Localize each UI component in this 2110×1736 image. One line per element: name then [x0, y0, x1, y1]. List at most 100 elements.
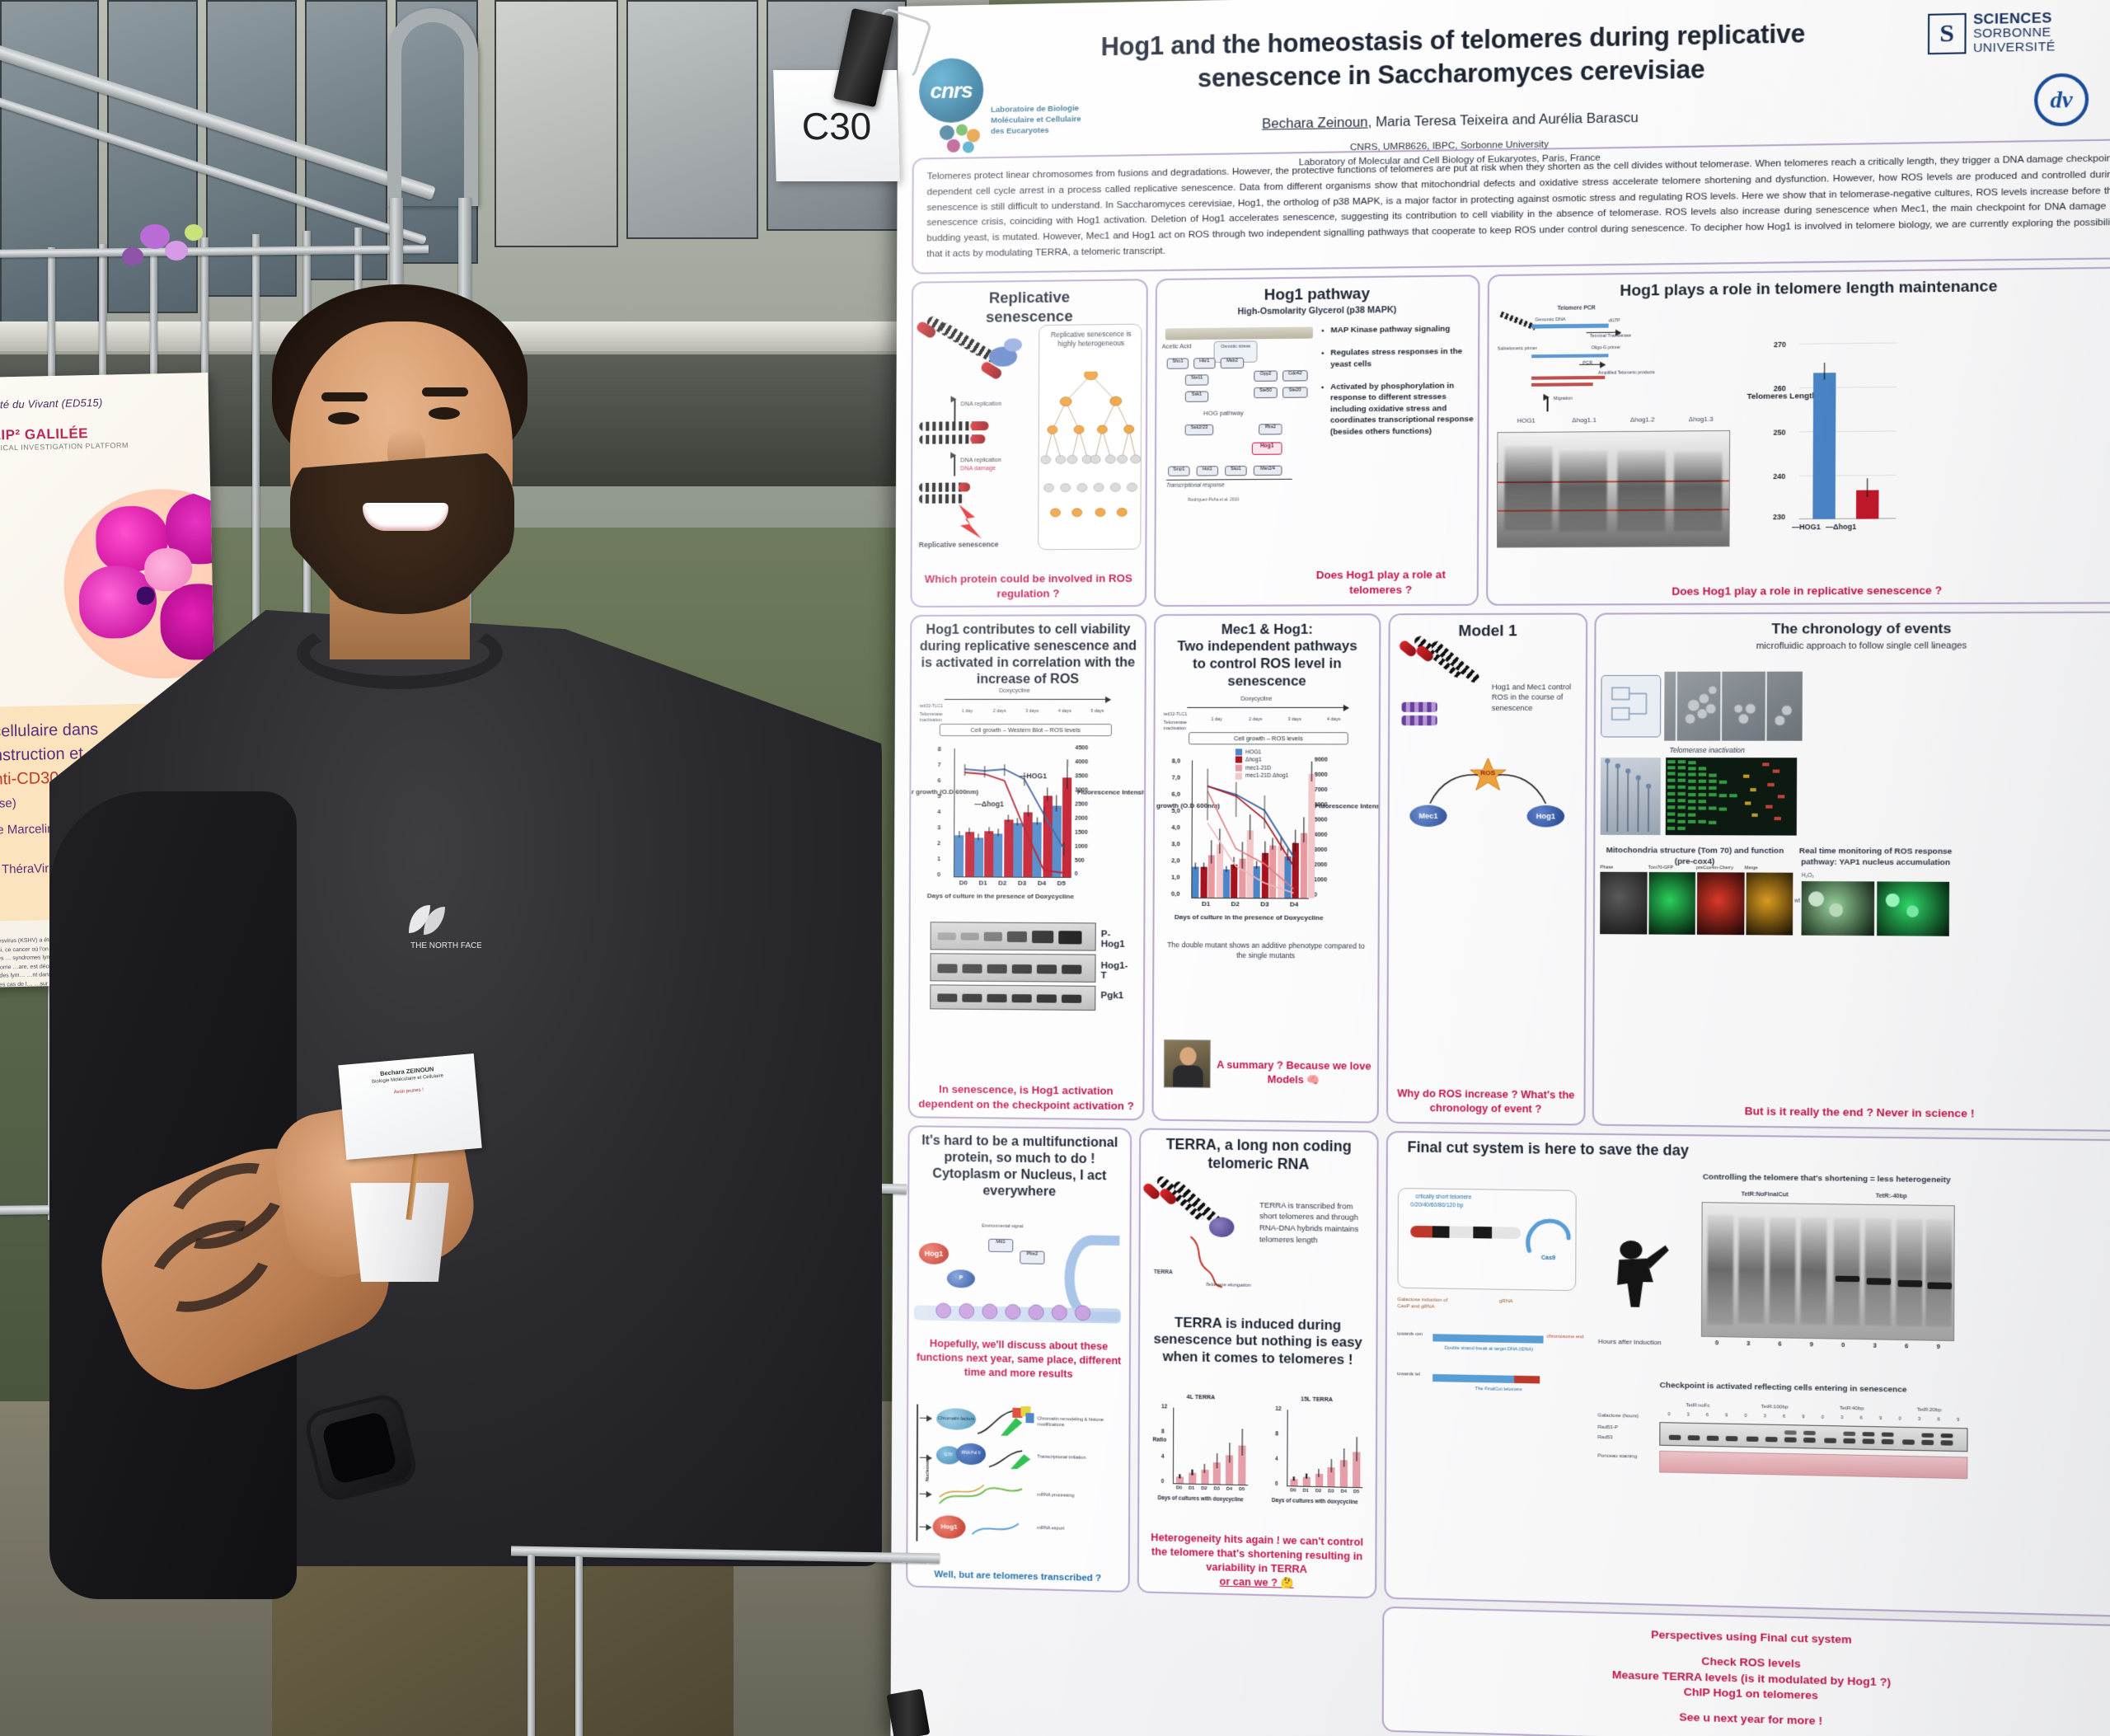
panel-subtitle-hog1-pathway: High-Osmolarity Glycerol (p38 MAPK) — [1237, 304, 1397, 317]
person-tshirt-collar — [297, 617, 503, 689]
perspectives-item-3: ChIP Hog1 on telomeres — [1683, 1685, 1819, 1702]
conclusion-multifunctional: Hopefully, we'll discuss about these fun… — [916, 1337, 1122, 1380]
perspectives-footer: See u next year for more ! — [1679, 1710, 1823, 1728]
panel-title-hog1-pathway: Hog1 pathway — [1264, 284, 1371, 303]
coffee-cup — [350, 1183, 449, 1282]
gel-lane-labels: HOG1 Δhog1.1 Δhog1.2 Δhog1.3 — [1517, 415, 1714, 425]
mitochondria-microscopy-row — [1600, 871, 1794, 936]
rad53-blot-image — [1659, 1421, 1968, 1452]
yap1-microscopy-row — [1801, 880, 1950, 936]
bullet-2: • Regulates stress responses in the yeas… — [1321, 347, 1463, 369]
footer-multifunctional: Well, but are telomeres transcribed ? — [934, 1569, 1102, 1584]
caption-heterogeneous: Replicative senescence is highly heterog… — [1051, 329, 1132, 348]
sorbonne-logo: S SCIENCES SORBONNE UNIVERSITÉ — [1927, 6, 2110, 59]
terra-diagram: TERRA Telomere elongation — [1141, 1174, 1254, 1299]
conclusion-chronology: But is it really the end ? Never in scie… — [1744, 1104, 1975, 1120]
sorbonne-mark-icon: S — [1927, 12, 1967, 55]
chart-terra-15L: 15L TERRA 12 8 4 0 — [1261, 1396, 1370, 1521]
panel-title-final-cut: Final cut system is here to save the day — [1407, 1138, 1690, 1159]
panel-model-1: Model 1 Hog1 and Mec1 control ROS in the… — [1386, 612, 1588, 1126]
panel-subtitle-chronology: microfluidic approach to follow single c… — [1756, 640, 1967, 652]
person-presenter: THE NORTH FACE Bechara ZEINOUN Biologie … — [0, 165, 923, 1736]
blot-label-phog1: P-Hog1 — [1100, 929, 1125, 950]
bullet-3: • Activated by phosphorylation in respon… — [1320, 381, 1474, 437]
heterogeneity-lineage-tree: Replicative senescence is highly heterog… — [1038, 323, 1142, 550]
person-pants — [272, 1558, 734, 1736]
presenting-author: Bechara Zeinoun — [1262, 114, 1368, 132]
panel-mec1-hog1: Mec1 & Hog1: Two independent pathways to… — [1151, 612, 1381, 1124]
cell-lineage-diagram — [1600, 757, 1661, 835]
poster-authors: Bechara Zeinoun, Maria Teresa Teixeira a… — [1088, 107, 1818, 135]
conclusion-model-1: Why do ROS increase ? What's the chronol… — [1397, 1086, 1575, 1115]
poster-title-block: Hog1 and the homeostasis of telomeres du… — [1088, 16, 1819, 174]
blot-label-pgk1: Pgk1 — [1100, 990, 1124, 1001]
note-additive-phenotype: The double mutant shows an additive phen… — [1167, 940, 1365, 960]
kymograph-image — [1665, 757, 1798, 836]
panel-multifunctional: It's hard to be a multifunctional protei… — [906, 1124, 1132, 1593]
svg-text:THE NORTH FACE: THE NORTH FACE — [410, 941, 481, 950]
hog1-pathway-diagram: Acetic Acid Osmotic stress Sho1 Hkr1 Msb… — [1160, 318, 1320, 561]
finalcut-construct-scheme: crtically short telomere 0/20/40/60/80/1… — [1397, 1187, 1577, 1291]
panel-cell-viability: Hog1 contributes to cell viability durin… — [907, 613, 1147, 1121]
label-dna-replication-1: DNA replication — [960, 399, 1002, 407]
presenter-photo-small — [1163, 1039, 1211, 1088]
person-eye-left — [328, 412, 359, 425]
node-hog1-nucleus: Hog1 — [932, 1514, 966, 1539]
development-journal-logo: dv — [2033, 73, 2089, 127]
model-nodes: Mec1 ROS Hog1 — [1400, 753, 1578, 841]
person-eye-right — [429, 407, 460, 420]
terra-side-text: TERRA is transcribed from short telomere… — [1259, 1199, 1359, 1245]
chart-legend-dhog1: —Δhog1 — [1825, 522, 1857, 531]
panel-title-terra: TERRA, a long non coding telomeric RNA — [1165, 1135, 1352, 1172]
label-dna-damage: DNA damage — [960, 463, 996, 472]
panel-hog1-pathway: Hog1 pathway High-Osmolarity Glycerol (p… — [1154, 274, 1480, 607]
chart-viability-ros-hog1: Cellular growth (O.D 600nm) Fluorescence… — [907, 744, 1147, 900]
chart-xlabel-viability: Days of culture in the presence of Doxyc… — [926, 891, 1075, 900]
conclusion-mec1-hog1: A summary ? Because we love Models 🧠 — [1217, 1058, 1372, 1086]
poster-row-4: Perspectives using Final cut system Chec… — [906, 1594, 2110, 1736]
label-telomerase-inactivation: Telomerase inactivation — [1669, 745, 1746, 754]
blot-title-checkpoint: Checkpoint is activated reflecting cells… — [1659, 1380, 1907, 1395]
panel-replicative-senescence: Replicative senescence DNA replication — [910, 278, 1148, 608]
conclusion-hog1-pathway: Does Hog1 play a role at telomeres ? — [1315, 568, 1446, 597]
panel-final-cut: Final cut system is here to save the day… — [1384, 1130, 2110, 1617]
model-chromosome-icon — [1396, 634, 1490, 739]
scientific-poster: cnrs Laboratoire de Biologie Moléculaire… — [890, 0, 2110, 1736]
poster-row-1: Replicative senescence DNA replication — [910, 266, 2110, 608]
poster-row-3: It's hard to be a multifunctional protei… — [906, 1124, 2110, 1617]
label-dna-replication-2: DNA replication — [960, 455, 1001, 464]
person-eyebrow-right — [422, 387, 468, 396]
telomere-pcr-scheme: Telomere PCR Genomic DNA dGTP Terminal T… — [1498, 304, 1669, 415]
chart-telomere-length: Telomeres Length (bp) 270 260 250 240 23… — [1742, 310, 1906, 548]
western-blot-panel: P-Hog1 Hog1-T Pgk1 — [930, 921, 1128, 1014]
poster-header: cnrs Laboratoire de Biologie Moléculaire… — [912, 0, 2110, 168]
panel-chronology: The chronology of events microfluidic ap… — [1592, 611, 2110, 1132]
panel-perspectives: Perspectives using Final cut system Chec… — [1381, 1606, 2110, 1736]
yap1-title: Real time monitoring of ROS response pat… — [1798, 846, 1953, 868]
person-mouth — [363, 503, 448, 531]
telomere-pcr-gel-image — [1496, 429, 1731, 548]
panel-title-chronology: The chronology of events — [1771, 620, 1952, 637]
panel-title-cell-viability: Hog1 contributes to cell viability durin… — [919, 622, 1137, 687]
panel-title-telomere-length: Hog1 plays a role in telomere length mai… — [1620, 276, 1998, 299]
coauthors: , Maria Teresa Teixeira and Aurélia Bara… — [1367, 110, 1639, 130]
board-number-text: C30 — [801, 104, 872, 148]
ponceau-staining-image — [1659, 1450, 1968, 1479]
conclusion-terra: Heterogeneity hits again ! we can't cont… — [1151, 1531, 1364, 1575]
panel-title-replicative-senescence: Replicative senescence — [986, 288, 1073, 326]
cnrs-logo: cnrs — [918, 57, 984, 124]
finalcut-induction-scheme: Galactose induction of CasP and gRNA gRN… — [1396, 1297, 1584, 1392]
chart-legend-hog1: —HOG1 — [1792, 522, 1821, 532]
legend-hog1-line: —HOG1 — [1019, 771, 1047, 781]
replicative-senescence-scheme: DNA replication DNA replication DNA dama… — [915, 314, 1043, 551]
conclusion-replicative-senescence: Which protein could be involved in ROS r… — [924, 571, 1132, 600]
microfluidic-chip-icon — [1601, 674, 1662, 738]
lab-logo-icon — [937, 122, 983, 156]
chart-mec1-hog1-ros: Cellular growth (O.D 600nm) Fluorescence… — [1151, 748, 1381, 922]
legend-dhog1-line: —Δhog1 — [974, 799, 1004, 809]
poster-row-2: Hog1 contributes to cell viability durin… — [907, 611, 2110, 1132]
panel-telomere-length: Hog1 plays a role in telomere length mai… — [1486, 266, 2110, 606]
north-face-logo: THE NORTH FACE — [406, 902, 482, 953]
person-eyebrow-left — [321, 392, 368, 401]
